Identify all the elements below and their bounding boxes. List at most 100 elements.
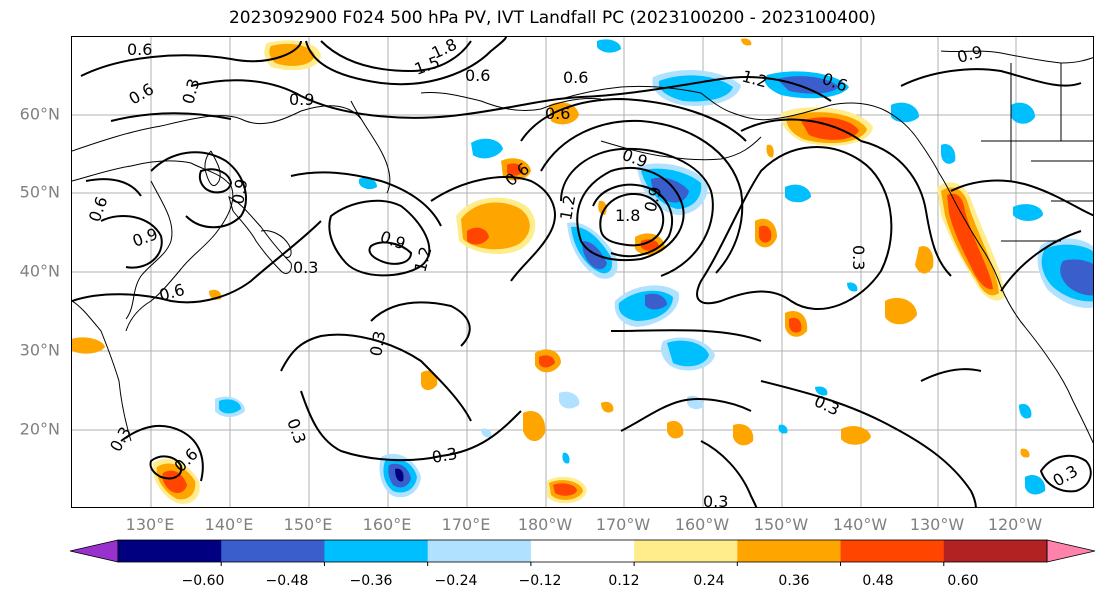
negative-patch bbox=[941, 143, 956, 164]
contour-label: 0.9 bbox=[228, 177, 251, 205]
lon-label-130w: 130°W bbox=[909, 515, 965, 534]
lon-label-150w: 150°W bbox=[753, 515, 809, 534]
contour-label: 0.3 bbox=[293, 258, 318, 277]
lon-label-140w: 140°W bbox=[832, 515, 888, 534]
colorbar-segment bbox=[530, 540, 635, 562]
contour-label: 0.3 bbox=[430, 444, 458, 467]
negative-patch bbox=[471, 138, 503, 159]
positive-patch bbox=[162, 470, 187, 493]
negative-patch bbox=[667, 340, 709, 367]
contour-label: 0.6 bbox=[126, 79, 158, 108]
positive-patch bbox=[421, 370, 438, 391]
contour-label: 1.2 bbox=[556, 193, 579, 221]
negative-patch bbox=[1011, 102, 1035, 124]
contour-label: 0.6 bbox=[85, 194, 112, 224]
negative-patch bbox=[687, 395, 704, 410]
ivt-negative-anomaly-patches bbox=[215, 39, 1093, 498]
pv-contours bbox=[72, 37, 1093, 507]
contour-label: 0.3 bbox=[703, 492, 728, 508]
colorbar-extend-high bbox=[1046, 539, 1096, 563]
positive-patch bbox=[841, 426, 871, 445]
negative-patch bbox=[559, 391, 580, 409]
positive-patch bbox=[72, 337, 105, 354]
negative-patch bbox=[562, 452, 570, 464]
lon-label-160e: 160°E bbox=[362, 515, 412, 534]
contour-label: 0.6 bbox=[127, 40, 152, 59]
positive-patch bbox=[759, 225, 772, 243]
positive-patch bbox=[733, 423, 754, 446]
colorbar-segment bbox=[221, 540, 325, 562]
positive-patch bbox=[885, 297, 917, 325]
lat-label-60n: 60°N bbox=[19, 104, 60, 124]
colorbar-extend-low bbox=[69, 539, 119, 563]
colorbar-segment bbox=[427, 540, 532, 562]
negative-patch bbox=[785, 184, 811, 203]
colorbar-segment bbox=[324, 540, 429, 562]
lon-label-120w: 120°W bbox=[987, 515, 1043, 534]
contour-label: 1.8 bbox=[615, 206, 640, 225]
lat-label-40n: 40°N bbox=[19, 261, 60, 281]
lon-label-160w: 160°W bbox=[674, 515, 730, 534]
positive-patch bbox=[667, 420, 684, 439]
map-canvas: 0.6 1.8 1.5 0.9 0.6 0.3 0.6 0.6 1.2 0.6 … bbox=[72, 37, 1093, 508]
contour-label: 0.9 bbox=[378, 227, 408, 254]
colorbar-tick-label: −0.36 bbox=[349, 573, 393, 589]
negative-patch bbox=[1019, 403, 1032, 419]
colorbar-segment bbox=[737, 540, 842, 562]
negative-patch bbox=[481, 428, 492, 438]
lat-label-50n: 50°N bbox=[19, 182, 60, 202]
colorbar-tick-label: −0.48 bbox=[265, 573, 309, 589]
coastlines bbox=[72, 50, 1093, 444]
positive-patch bbox=[269, 43, 315, 66]
lon-label-140e: 140°E bbox=[204, 515, 254, 534]
positive-patch bbox=[553, 483, 577, 496]
colorbar-tick-label: −0.12 bbox=[518, 573, 562, 589]
negative-patch bbox=[1060, 259, 1093, 296]
colorbar-tick-label: 0.24 bbox=[693, 573, 725, 589]
colorbar-segment bbox=[118, 540, 222, 562]
positive-patch bbox=[549, 102, 579, 125]
contour-label: 0.3 bbox=[283, 416, 310, 446]
positive-patch bbox=[915, 246, 934, 274]
positive-patch bbox=[539, 355, 555, 368]
contour-label: 0.6 bbox=[465, 66, 490, 85]
negative-patch bbox=[658, 75, 733, 102]
gridlines bbox=[72, 37, 1093, 507]
negative-patch bbox=[219, 399, 241, 414]
colorbar-outline bbox=[117, 539, 1048, 563]
positive-patch bbox=[947, 193, 993, 290]
negative-patch bbox=[1025, 474, 1046, 495]
negative-patch bbox=[1013, 204, 1043, 221]
contour-label: 0.6 bbox=[157, 280, 187, 305]
negative-patch bbox=[582, 241, 607, 270]
negative-patch bbox=[777, 76, 839, 94]
colorbar-tick-label: 0.36 bbox=[778, 573, 810, 589]
positive-patch bbox=[801, 117, 859, 140]
colorbar-segment bbox=[943, 540, 1048, 562]
negative-patch bbox=[395, 468, 404, 482]
positive-patch bbox=[789, 317, 802, 333]
colorbar-tick-label: 0.60 bbox=[947, 573, 979, 589]
contour-label: 1.2 bbox=[740, 67, 770, 92]
colorbar-tick-label: 0.48 bbox=[862, 573, 894, 589]
map-title: 2023092900 F024 500 hPa PV, IVT Landfall… bbox=[228, 8, 876, 28]
colorbar-tick-marks bbox=[220, 562, 945, 566]
positive-patch bbox=[507, 163, 523, 176]
positive-patch bbox=[741, 38, 752, 46]
colorbar-segment bbox=[840, 540, 945, 562]
contour-label: 0.3 bbox=[106, 423, 135, 455]
contour-label: 0.6 bbox=[563, 68, 588, 87]
positive-patch bbox=[1020, 448, 1030, 458]
lon-label-180w: 180°W bbox=[517, 515, 573, 534]
colorbar-segments bbox=[69, 539, 1096, 563]
negative-patch bbox=[815, 386, 828, 396]
ivt-positive-anomaly-patches bbox=[72, 38, 1030, 504]
colorbar-segment bbox=[634, 540, 738, 562]
colorbar bbox=[69, 539, 1096, 566]
lat-label-30n: 30°N bbox=[19, 340, 60, 360]
positive-patch bbox=[467, 227, 489, 245]
negative-patch bbox=[645, 293, 667, 310]
negative-patch bbox=[359, 177, 377, 190]
contour-label: 0.3 bbox=[179, 77, 204, 107]
positive-patch bbox=[601, 401, 614, 413]
